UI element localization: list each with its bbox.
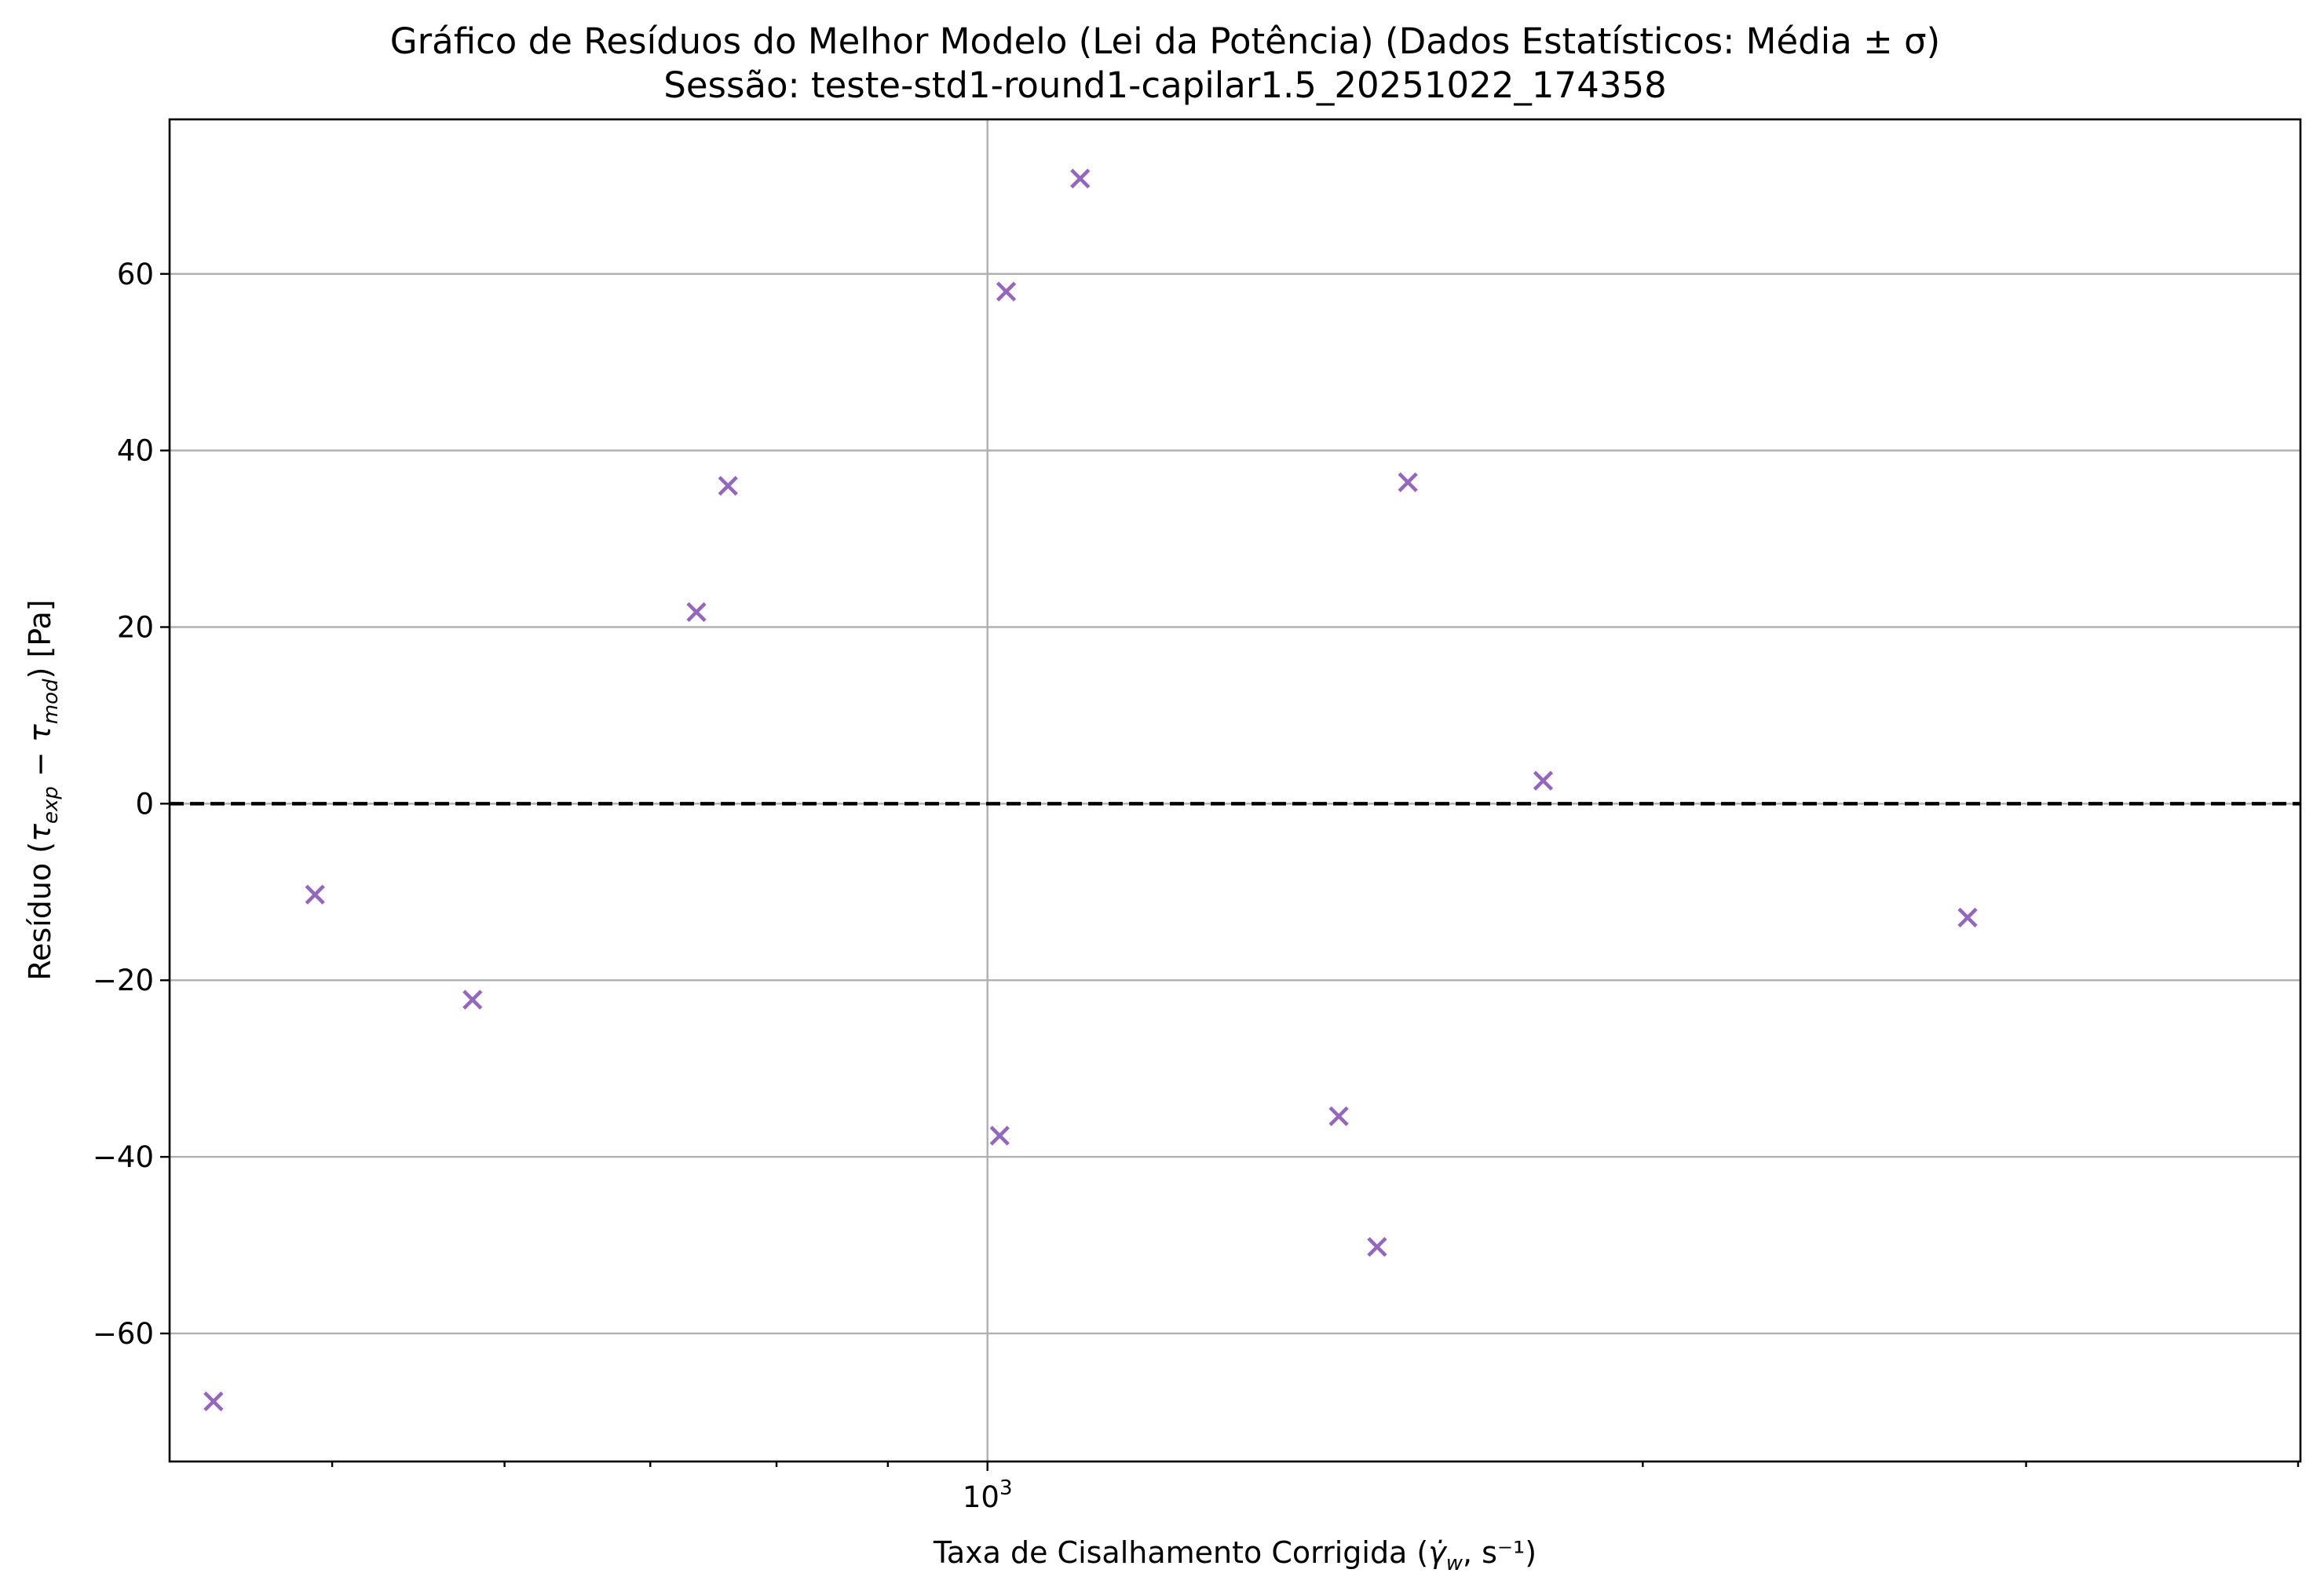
data-point-marker	[996, 281, 1017, 302]
x-axis-label: Taxa de Cisalhamento Corrigida (γ̇w, s⁻¹…	[933, 1535, 1537, 1575]
data-point-marker	[718, 475, 738, 496]
y-tick-label: 0	[135, 787, 154, 821]
data-point-marker	[305, 884, 325, 905]
y-tick-label: −20	[93, 964, 154, 997]
data-point-marker	[1367, 1237, 1387, 1257]
y-tick-label: 20	[117, 610, 154, 644]
y-tick-label: 40	[117, 434, 154, 468]
chart-title-line2: Sessão: teste-std1-round1-capilar1.5_202…	[663, 64, 1666, 106]
data-points	[203, 168, 1978, 1412]
chart-title-line1: Gráfico de Resíduos do Melhor Modelo (Le…	[390, 20, 1940, 62]
data-point-marker	[1328, 1106, 1349, 1127]
data-point-marker	[989, 1125, 1010, 1146]
x-tick-label: 103	[963, 1476, 1013, 1514]
data-point-marker	[1957, 907, 1978, 928]
grid-lines	[170, 119, 2300, 1461]
y-axis-label: Resíduo (τexp − τmod) [Pa]	[23, 599, 63, 980]
y-tick-label: −40	[93, 1140, 154, 1174]
y-axis-ticks: −60 −40 −20 0 20 40 60	[93, 258, 170, 1351]
y-tick-label: 60	[117, 258, 154, 291]
data-point-marker	[203, 1391, 224, 1412]
data-point-marker	[1398, 472, 1418, 492]
data-point-marker	[462, 990, 483, 1010]
plot-frame	[168, 118, 2302, 1463]
x-axis-ticks: 103	[331, 1461, 2300, 1514]
data-point-marker	[1533, 770, 1554, 791]
data-point-marker	[1070, 168, 1091, 188]
data-point-marker	[686, 602, 707, 623]
y-tick-label: −60	[93, 1317, 154, 1351]
